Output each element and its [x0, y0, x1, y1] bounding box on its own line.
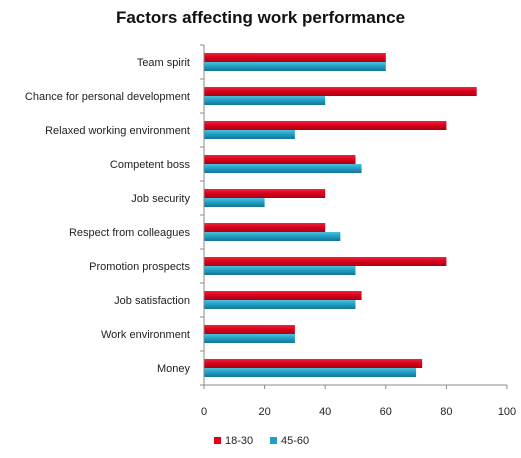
category-label: Competent boss — [110, 159, 191, 171]
category-labels: Team spirit Chance for personal developme… — [25, 57, 191, 375]
category-label: Job satisfaction — [114, 295, 190, 307]
bar-18-30-0 — [204, 53, 386, 62]
bar-45-60-0 — [204, 62, 386, 71]
bar-45-60-1 — [204, 96, 326, 105]
bar-18-30-6 — [204, 257, 447, 266]
bar-18-30-8 — [204, 325, 295, 334]
bar-45-60-3 — [204, 164, 362, 173]
axes-layer — [200, 44, 508, 389]
category-label: Job security — [131, 193, 190, 205]
bar-18-30-9 — [204, 359, 423, 368]
category-label: Team spirit — [137, 57, 190, 69]
category-label: Work environment — [101, 329, 190, 341]
bar-45-60-9 — [204, 368, 417, 377]
bar-45-60-8 — [204, 334, 295, 343]
legend-label-18-30: 18-30 — [225, 435, 253, 447]
bar-45-60-2 — [204, 130, 295, 139]
legend-swatch-18-30 — [214, 437, 221, 444]
bar-18-30-1 — [204, 87, 477, 96]
bar-45-60-5 — [204, 232, 341, 241]
x-tick-label: 20 — [258, 406, 270, 418]
x-tick-label: 60 — [380, 406, 392, 418]
bar-18-30-4 — [204, 189, 326, 198]
category-label: Respect from colleagues — [69, 227, 191, 239]
category-label: Chance for personal development — [25, 91, 190, 103]
x-tick-label: 80 — [440, 406, 452, 418]
bar-45-60-4 — [204, 198, 265, 207]
legend-swatch-45-60 — [270, 437, 277, 444]
x-tick-labels: 0 20 40 60 80 100 — [201, 406, 516, 418]
bar-18-30-5 — [204, 223, 326, 232]
chart-title: Factors affecting work performance — [115, 8, 406, 27]
bar-45-60-6 — [204, 266, 356, 275]
bar-18-30-7 — [204, 291, 362, 300]
legend-label-45-60: 45-60 — [281, 435, 309, 447]
category-label: Money — [157, 363, 191, 375]
bar-18-30-3 — [204, 155, 356, 164]
category-label: Relaxed working environment — [45, 125, 190, 137]
bar-18-30-2 — [204, 121, 447, 130]
bars-layer — [204, 53, 477, 377]
legend: 18-30 45-60 — [214, 435, 309, 447]
x-tick-label: 0 — [201, 406, 207, 418]
bar-45-60-7 — [204, 300, 356, 309]
x-tick-label: 40 — [319, 406, 331, 418]
category-label: Promotion prospects — [89, 261, 190, 273]
x-tick-label: 100 — [498, 406, 516, 418]
